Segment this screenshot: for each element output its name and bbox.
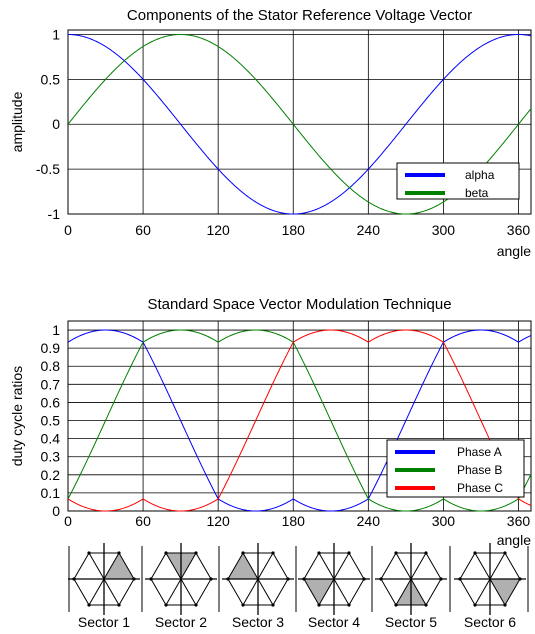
legend-box [396, 162, 520, 200]
legend-label: beta [465, 186, 489, 200]
vertex-dot [394, 603, 398, 607]
sector-label: Sector 5 [385, 614, 437, 630]
sector-shading [304, 579, 334, 605]
sector-diagram-4: Sector 4 [298, 543, 370, 630]
y-tick-label: -1 [48, 206, 61, 222]
y-tick-label: 0 [52, 503, 60, 519]
vertex-dot [117, 551, 121, 555]
sector-diagram-5: Sector 5 [375, 543, 447, 630]
sector-label: Sector 6 [464, 614, 516, 630]
y-tick-label: -0.5 [36, 161, 60, 177]
legend-label: Phase C [457, 481, 503, 495]
vertex-dot [503, 603, 507, 607]
vertex-dot [424, 603, 428, 607]
chart-title: Components of the Stator Reference Volta… [127, 7, 472, 24]
vertex-dot [271, 603, 275, 607]
y-tick-label: 1 [52, 322, 60, 338]
vertex-dot [503, 551, 507, 555]
y-axis-label: duty cycle ratios [9, 366, 25, 466]
vertex-dot [271, 551, 275, 555]
vertex-dot [194, 603, 198, 607]
vertex-dot [473, 603, 477, 607]
x-tick-label: 60 [135, 513, 151, 529]
sector-diagram-2: Sector 2 [145, 543, 217, 630]
vertex-dot [347, 551, 351, 555]
vertex-dot [473, 551, 477, 555]
vertex-dot [241, 551, 245, 555]
y-tick-label: 0 [52, 116, 60, 132]
x-tick-label: 180 [282, 222, 306, 238]
y-tick-label: 0.3 [41, 449, 61, 465]
series-line-phase-c [68, 329, 531, 512]
chart-title: Standard Space Vector Modulation Techniq… [147, 296, 451, 313]
x-tick-label: 240 [357, 222, 381, 238]
y-tick-label: 0.1 [41, 485, 61, 501]
y-tick-label: 0.6 [41, 394, 61, 410]
legend-label: Phase B [457, 463, 502, 477]
x-axis-label: angle [497, 532, 531, 548]
y-tick-label: 0.5 [41, 71, 61, 87]
x-tick-label: 60 [135, 222, 151, 238]
y-tick-label: 0.8 [41, 358, 61, 374]
sector-label: Sector 4 [308, 614, 360, 630]
vertex-dot [164, 603, 168, 607]
x-tick-label: 0 [64, 222, 72, 238]
y-axis-label: amplitude [9, 91, 25, 152]
y-tick-label: 0.7 [41, 376, 61, 392]
sector-shading [228, 553, 258, 579]
sector-shading [490, 579, 520, 605]
sector-diagrams: Sector 1 Sector 2 Sector 3 Sector 4 Sector 5… [68, 543, 529, 630]
sector-diagram-6: Sector 6 [454, 543, 526, 630]
sector-label: Sector 3 [232, 614, 284, 630]
vertex-dot [117, 603, 121, 607]
sector-shading [104, 553, 134, 579]
x-tick-label: 120 [206, 222, 230, 238]
x-tick-label: 180 [282, 513, 306, 529]
y-tick-label: 0.2 [41, 467, 61, 483]
x-tick-label: 360 [507, 513, 531, 529]
y-tick-label: 0.5 [41, 413, 61, 429]
vertex-dot [424, 551, 428, 555]
vertex-dot [394, 551, 398, 555]
y-tick-label: 0.9 [41, 340, 61, 356]
vertex-dot [241, 603, 245, 607]
vertex-dot [317, 551, 321, 555]
x-tick-label: 300 [432, 222, 456, 238]
sector-label: Sector 2 [155, 614, 207, 630]
x-tick-label: 240 [357, 513, 381, 529]
x-tick-label: 300 [432, 513, 456, 529]
x-tick-label: 360 [507, 222, 531, 238]
vertex-dot [317, 603, 321, 607]
series-line-alpha [68, 33, 531, 215]
vertex-dot [164, 551, 168, 555]
y-tick-label: 0.4 [41, 431, 61, 447]
series-line-phase-a [68, 329, 531, 512]
vertex-dot [347, 603, 351, 607]
chart-svm-duty-cycles: Standard Space Vector Modulation Techniq… [9, 296, 532, 548]
vertex-dot [87, 603, 91, 607]
vertex-dot [87, 551, 91, 555]
chart-stator-voltage-components: Components of the Stator Reference Volta… [9, 7, 532, 259]
legend-label: alpha [465, 168, 495, 182]
y-tick-label: 1 [52, 26, 60, 42]
sector-diagram-1: Sector 1 [68, 543, 140, 630]
vertex-dot [194, 551, 198, 555]
x-axis-label: angle [497, 243, 531, 259]
legend-label: Phase A [457, 445, 502, 459]
series-line-phase-b [68, 329, 531, 512]
sector-diagram-3: Sector 3 [222, 543, 294, 630]
sector-label: Sector 1 [78, 614, 130, 630]
x-tick-label: 0 [64, 513, 72, 529]
x-tick-label: 120 [206, 513, 230, 529]
